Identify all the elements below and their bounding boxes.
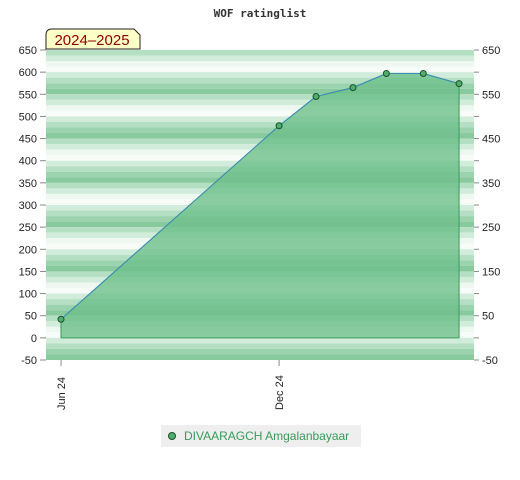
data-point — [312, 93, 320, 100]
grid-band — [46, 94, 474, 100]
data-point — [275, 122, 283, 130]
grid-band — [46, 66, 474, 73]
season-label: 2024–2025 — [54, 32, 129, 49]
legend-label[interactable]: DIVAARAGCH Amgalanbayaar — [184, 429, 349, 443]
y-tick-label: 550 — [19, 89, 37, 101]
grid-band — [46, 121, 474, 128]
season-badge: 2024–2025 — [45, 28, 141, 50]
grid-band — [46, 72, 474, 78]
y-tick-label: 250 — [19, 222, 37, 234]
grid-band — [46, 116, 474, 122]
y-tick-label: 400 — [19, 156, 37, 168]
x-tick-label: Dec 24 — [274, 375, 286, 410]
chart-title: WOF ratinglist — [214, 7, 307, 20]
y-tick-label: 450 — [19, 134, 37, 146]
legend[interactable]: DIVAARAGCH Amgalanbayaar — [161, 425, 361, 447]
y-tick-label-right: 550 — [482, 89, 500, 101]
y-tick-label: 100 — [19, 289, 37, 301]
grid-band — [46, 105, 474, 111]
grid-band — [46, 99, 474, 106]
legend-box — [161, 425, 361, 447]
y-axis-left: -50 0 50 100 150 200 250 300 350 400 450 500 550 600 6… — [19, 45, 46, 367]
grid-band — [46, 61, 474, 67]
x-axis: Jun 24 Dec 24 — [56, 360, 286, 410]
y-tick-label-right: 50 — [482, 311, 494, 323]
y-tick-label: 600 — [19, 67, 37, 79]
y-tick-label: -50 — [21, 355, 37, 367]
grid-band — [46, 50, 474, 56]
y-tick-label-right: 250 — [482, 222, 500, 234]
y-tick-label-right: 150 — [482, 266, 500, 278]
data-point — [57, 315, 65, 323]
y-axis-right: -50 50 150 250 350 450 550 650 — [474, 45, 500, 367]
grid-band — [46, 138, 474, 145]
data-point — [455, 80, 463, 88]
grid-band — [46, 77, 474, 84]
y-tick-label: 500 — [19, 111, 37, 123]
y-tick-label: 350 — [19, 178, 37, 190]
grid-band — [46, 337, 474, 344]
grid-band — [46, 55, 474, 62]
y-tick-label: 0 — [31, 333, 37, 345]
grid-band — [46, 83, 474, 89]
y-tick-label-right: 450 — [482, 134, 500, 146]
data-point — [349, 84, 357, 92]
y-tick-label-right: 650 — [482, 45, 500, 57]
grid-band — [46, 343, 474, 349]
grid-band — [46, 354, 474, 360]
grid-band — [46, 127, 474, 134]
data-point — [382, 69, 390, 77]
data-point — [419, 69, 427, 77]
y-tick-label: 200 — [19, 244, 37, 256]
x-tick-label: Jun 24 — [56, 377, 68, 410]
y-tick-label: 150 — [19, 266, 37, 278]
y-tick-label-right: 350 — [482, 178, 500, 190]
grid-band — [46, 110, 474, 117]
grid-band — [46, 133, 474, 139]
y-tick-label-right: -50 — [482, 355, 498, 367]
grid-band — [46, 348, 474, 355]
y-tick-label: 650 — [19, 45, 37, 57]
grid-band — [46, 88, 474, 95]
legend-marker — [168, 432, 176, 440]
rating-points — [57, 69, 463, 323]
y-tick-label: 50 — [25, 311, 37, 323]
y-tick-label: 300 — [19, 200, 37, 212]
